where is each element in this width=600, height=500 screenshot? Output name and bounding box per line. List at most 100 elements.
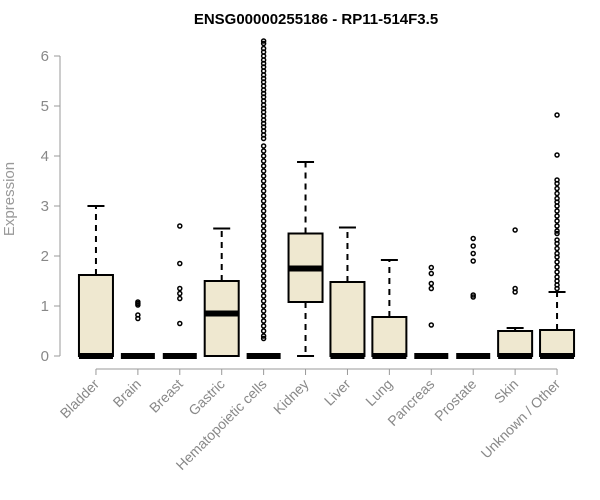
outlier-point xyxy=(260,38,267,44)
outlier-point xyxy=(554,152,560,158)
x-tick-label: Bladder xyxy=(57,376,103,422)
box-iqr xyxy=(203,280,240,357)
outlier-point xyxy=(135,315,141,322)
outlier-point xyxy=(260,213,267,219)
x-tick-label: Pancreas xyxy=(384,376,437,429)
outlier-point xyxy=(260,273,267,279)
outlier-point xyxy=(135,302,141,308)
outlier-point xyxy=(260,335,267,342)
outlier-point xyxy=(554,185,560,192)
outlier-point xyxy=(260,278,267,284)
y-tick-label: 6 xyxy=(41,48,49,65)
x-tick-label: Brain xyxy=(110,376,144,410)
y-tick-label: 5 xyxy=(41,98,49,115)
outlier-point xyxy=(260,168,267,174)
box-iqr xyxy=(539,329,576,357)
outlier-point xyxy=(260,298,267,304)
outlier-point xyxy=(470,258,476,264)
x-tick-label: Kidney xyxy=(270,376,312,418)
outlier-point xyxy=(260,308,267,314)
outlier-point xyxy=(260,135,267,142)
outlier-point xyxy=(470,250,476,257)
outlier-point xyxy=(260,303,267,309)
outlier-point xyxy=(428,264,435,271)
outlier-point xyxy=(260,233,267,239)
outlier-point xyxy=(554,208,560,214)
box-11 xyxy=(539,112,576,359)
outlier-point xyxy=(554,259,560,265)
outlier-point xyxy=(554,190,560,197)
outlier-point xyxy=(470,243,476,249)
outlier-point xyxy=(554,230,560,237)
x-tick-label: Lung xyxy=(362,376,395,409)
x-tick-label: Unknown / Other xyxy=(478,376,564,462)
outlier-point xyxy=(177,295,183,302)
y-tick-label: 0 xyxy=(41,348,49,365)
outlier-point xyxy=(260,193,267,199)
outlier-point xyxy=(554,203,560,209)
outlier-point xyxy=(260,143,267,149)
box-6 xyxy=(329,226,366,359)
outlier-point xyxy=(470,292,476,298)
outlier-point xyxy=(260,243,267,249)
outlier-point xyxy=(260,208,267,214)
outlier-point xyxy=(428,280,435,287)
outlier-point xyxy=(260,153,267,159)
outlier-point xyxy=(260,258,267,264)
outlier-point xyxy=(260,183,267,189)
outlier-point xyxy=(260,248,267,254)
outlier-point xyxy=(260,323,267,329)
outlier-point xyxy=(260,198,267,204)
outlier-point xyxy=(177,260,183,267)
x-tick-label: Prostate xyxy=(431,376,479,424)
y-axis-label: Expression xyxy=(1,162,18,236)
outlier-point xyxy=(260,293,267,299)
outlier-point xyxy=(554,269,560,275)
boxes-group xyxy=(77,38,576,359)
outlier-point xyxy=(260,283,267,289)
box-3 xyxy=(203,227,240,357)
outlier-point xyxy=(260,178,267,184)
y-tick-label: 3 xyxy=(41,198,49,215)
outlier-point xyxy=(428,270,435,277)
box-4 xyxy=(246,38,281,359)
box-7 xyxy=(371,259,408,359)
y-tick-label: 1 xyxy=(41,298,49,315)
outlier-point xyxy=(428,322,435,328)
outlier-point xyxy=(554,285,560,292)
outlier-point xyxy=(260,313,267,319)
box-1 xyxy=(120,299,155,359)
box-2 xyxy=(162,223,197,359)
outlier-point xyxy=(260,288,267,294)
outlier-point xyxy=(260,253,267,259)
outlier-point xyxy=(554,112,560,118)
outlier-point xyxy=(260,228,267,234)
outlier-point xyxy=(260,223,267,229)
chart-title: ENSG00000255186 - RP11-514F3.5 xyxy=(194,11,438,28)
outlier-point xyxy=(260,173,267,179)
outlier-point xyxy=(260,218,267,224)
outlier-point xyxy=(260,158,267,164)
box-iqr xyxy=(497,330,534,357)
outlier-point xyxy=(554,228,560,234)
outlier-point xyxy=(260,188,267,194)
outlier-point xyxy=(260,163,267,169)
outlier-point xyxy=(554,213,560,219)
outlier-point xyxy=(554,264,560,270)
box-iqr xyxy=(329,281,366,357)
outlier-point xyxy=(260,328,267,334)
outlier-point xyxy=(554,180,560,187)
x-tick-label: Liver xyxy=(321,376,354,409)
y-tick-label: 2 xyxy=(41,248,49,265)
box-iqr xyxy=(371,316,408,357)
outlier-point xyxy=(512,227,518,233)
box-iqr xyxy=(77,274,114,357)
box-8 xyxy=(414,264,449,359)
outlier-point xyxy=(260,333,267,339)
y-axis: 0 1 2 3 4 5 6 xyxy=(41,48,61,365)
box-0 xyxy=(77,205,114,359)
outlier-point xyxy=(512,289,518,295)
outlier-point xyxy=(554,245,560,252)
outlier-point xyxy=(260,40,267,47)
